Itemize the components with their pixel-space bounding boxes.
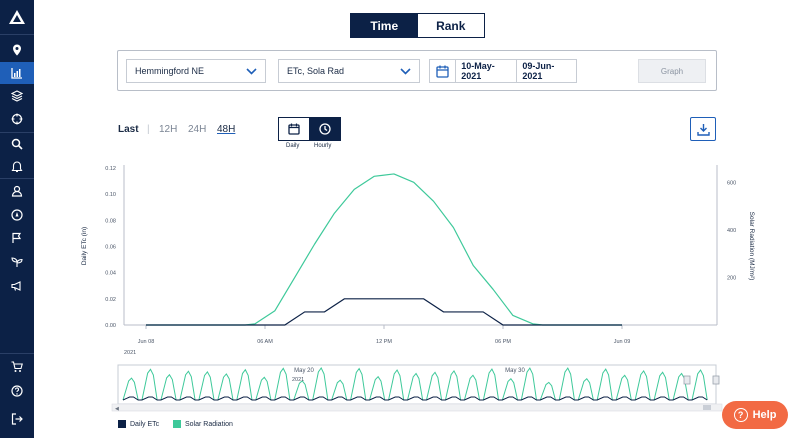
navigator-handle — [712, 375, 720, 385]
navigator-etc-line — [122, 396, 708, 401]
legend-solar-swatch — [173, 420, 181, 428]
x-year-label: 2021 — [124, 350, 136, 356]
x-tick-label: Jun 08 — [138, 339, 155, 345]
navigator-handle — [683, 375, 691, 385]
bell-icon[interactable] — [0, 156, 34, 178]
y-right-tick-label: 600 — [727, 180, 736, 186]
chevron-down-icon — [246, 68, 257, 75]
y-left-tick-label: 0.12 — [105, 166, 116, 172]
y-left-tick-label: 0.10 — [105, 192, 116, 198]
navigator-scrollbar-thumb — [703, 405, 711, 410]
range-12h[interactable]: 12H — [159, 124, 178, 135]
calendar-icon[interactable] — [430, 60, 457, 82]
download-button[interactable] — [690, 117, 716, 141]
series-daily-etc-line — [146, 298, 622, 326]
legend-solar[interactable]: Solar Radiation — [173, 420, 233, 428]
user-icon[interactable] — [0, 180, 34, 202]
variable-select-value: ETc, Sola Rad — [287, 66, 345, 76]
x-tick-label: Jun 09 — [614, 339, 631, 345]
chevron-down-icon — [400, 68, 411, 75]
help-button[interactable]: ? Help — [722, 401, 788, 429]
y-left-tick-label: 0.06 — [105, 245, 116, 251]
series-solar-radiation-line — [146, 173, 622, 326]
plant-icon[interactable] — [0, 251, 34, 273]
target-icon[interactable] — [0, 108, 34, 130]
y-right-tick-label: 400 — [727, 228, 736, 234]
sidebar — [0, 0, 34, 438]
navigator-year: 2021 — [292, 377, 304, 383]
compass-icon[interactable] — [0, 204, 34, 226]
x-tick-label: 06 PM — [495, 339, 511, 345]
view-toggle: Time Rank — [350, 13, 485, 38]
megaphone-icon[interactable] — [0, 275, 34, 297]
range-24h[interactable]: 24H — [188, 124, 207, 135]
y-left-tick-label: 0.08 — [105, 218, 116, 224]
y-right-axis-title: Solar Radiation (MJ/m²) — [748, 212, 755, 281]
x-tick-label: 06 AM — [257, 339, 273, 345]
end-date[interactable]: 09-Jun-2021 — [516, 60, 576, 82]
legend-solar-label: Solar Radiation — [185, 420, 233, 428]
location-select-value: Hemmingford NE — [135, 66, 205, 76]
daily-label: Daily — [286, 143, 300, 149]
help-circle-icon[interactable] — [0, 380, 34, 402]
legend-etc-label: Daily ETc — [130, 420, 160, 428]
y-left-tick-label: 0.02 — [105, 297, 116, 303]
navigator-label: May 20 — [294, 368, 314, 374]
graph-button[interactable]: Graph — [638, 59, 706, 83]
time-tab[interactable]: Time — [351, 14, 418, 37]
y-left-axis-title: Daily ETc (in) — [81, 227, 88, 265]
hourly-label: Hourly — [314, 143, 332, 149]
hourly-button[interactable] — [309, 117, 341, 141]
daily-button[interactable] — [278, 117, 310, 141]
download-icon — [696, 123, 710, 136]
navigator-frame — [117, 364, 717, 405]
legend-etc-swatch — [118, 420, 126, 428]
logo-icon[interactable] — [0, 6, 34, 28]
range-separator: | — [147, 124, 150, 135]
clock-icon — [319, 123, 331, 135]
navigator-label: May 30 — [505, 368, 525, 374]
scroll-left-arrow: ◀ — [115, 406, 119, 412]
y-left-tick-label: 0.00 — [105, 323, 116, 329]
variable-select[interactable]: ETc, Sola Rad — [278, 59, 420, 83]
chart-icon[interactable] — [0, 62, 34, 84]
filter-panel: Hemmingford NE ETc, Sola Rad 10-May-2021… — [117, 50, 717, 91]
navigator-solar-line — [122, 367, 708, 401]
layers-icon[interactable] — [0, 85, 34, 107]
calendar-icon — [288, 123, 300, 135]
y-right-tick-label: 200 — [727, 275, 736, 281]
logout-icon[interactable] — [0, 408, 34, 430]
start-date[interactable]: 10-May-2021 — [461, 61, 495, 81]
flag-icon[interactable] — [0, 227, 34, 249]
range-last: Last — [118, 124, 139, 135]
search-icon[interactable] — [0, 133, 34, 155]
location-select[interactable]: Hemmingford NE — [126, 59, 266, 83]
navigator-scrollbar — [111, 403, 723, 412]
legend-etc[interactable]: Daily ETc — [118, 420, 159, 428]
question-icon: ? — [733, 408, 748, 422]
y-left-tick-label: 0.04 — [105, 271, 116, 277]
location-icon[interactable] — [0, 39, 34, 61]
date-range-picker[interactable]: 10-May-2021 09-Jun-2021 — [429, 59, 577, 83]
x-tick-label: 12 PM — [376, 339, 392, 345]
help-label: Help — [752, 409, 777, 421]
cart-icon[interactable] — [0, 356, 34, 378]
range-48h[interactable]: 48H — [217, 124, 236, 135]
rank-tab[interactable]: Rank — [417, 14, 484, 37]
